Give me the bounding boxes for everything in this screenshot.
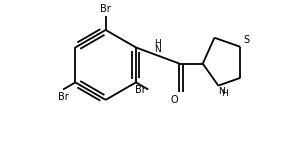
Text: N: N [218,87,225,96]
Text: H: H [221,89,228,98]
Text: O: O [171,95,179,105]
Text: Br: Br [100,4,111,14]
Text: Br: Br [136,85,146,94]
Text: Br: Br [58,92,68,102]
Text: N: N [154,45,161,54]
Text: S: S [243,35,250,45]
Text: H: H [154,39,161,48]
